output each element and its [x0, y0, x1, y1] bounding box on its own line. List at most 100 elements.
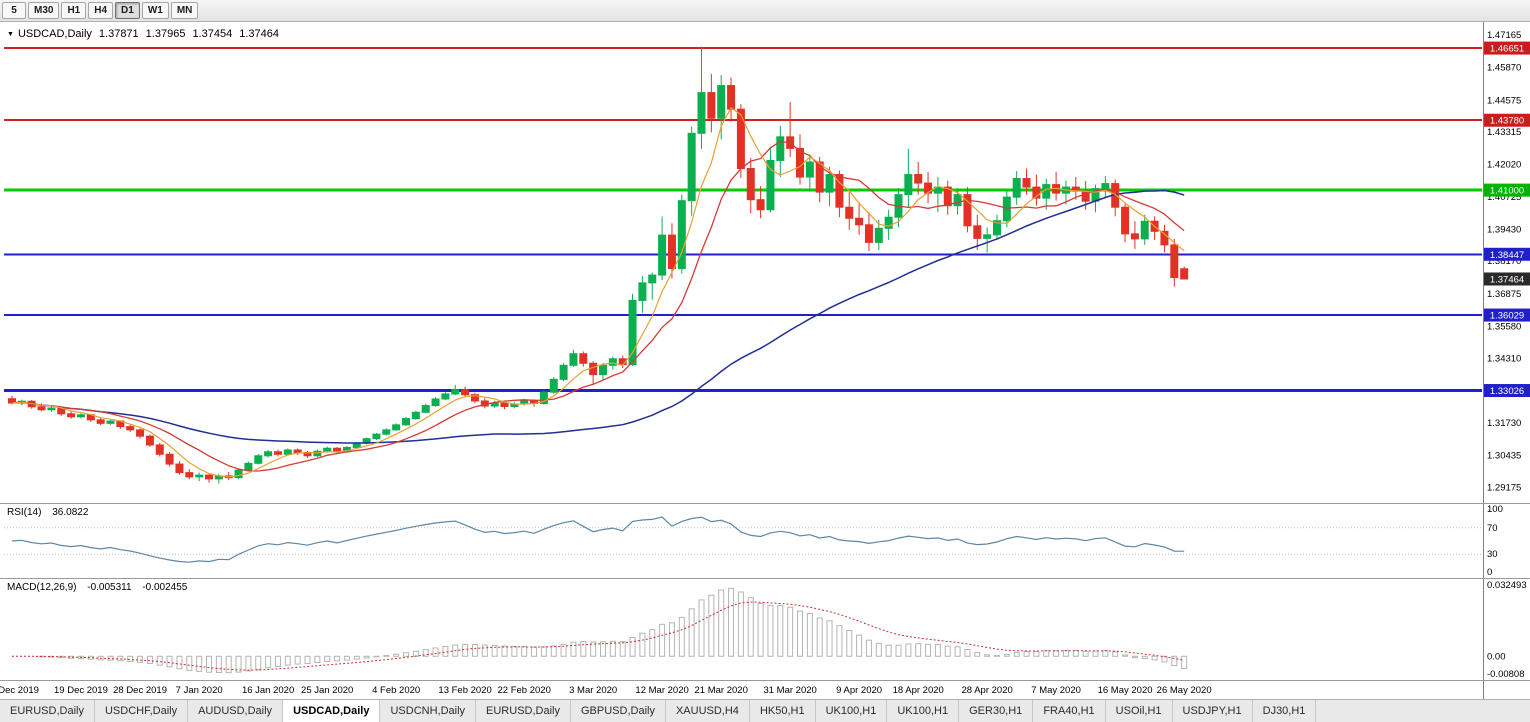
price-line-badge: 1.46651: [1484, 41, 1530, 55]
chart-tab-audusd-daily[interactable]: AUDUSD,Daily: [188, 700, 284, 722]
candle-down: [845, 192, 854, 230]
panel-divider: [0, 680, 1530, 681]
svg-text:1.41000: 1.41000: [1490, 186, 1524, 197]
price-scale-label: 1.29175: [1487, 482, 1521, 493]
macd-bar: [186, 655, 193, 671]
macd-bar: [806, 613, 813, 657]
price-scale-label: 1.42020: [1487, 159, 1521, 170]
candle-up: [559, 363, 568, 382]
chart-tab-gbpusd-daily[interactable]: GBPUSD,Daily: [571, 700, 666, 722]
macd-bar: [58, 655, 65, 659]
chart-tab-eurusd-daily[interactable]: EURUSD,Daily: [0, 700, 95, 722]
chart-tab-usoil-h1[interactable]: USOil,H1: [1106, 700, 1173, 722]
candle-down: [1130, 221, 1139, 249]
timeframe-button-H4[interactable]: H4: [88, 2, 114, 19]
macd-bar: [934, 644, 941, 657]
chart-tab-fra40-h1[interactable]: FRA40,H1: [1033, 700, 1106, 722]
price-scale-label: 1.45870: [1487, 63, 1521, 74]
chart-tab-usdcnh-daily[interactable]: USDCNH,Daily: [380, 700, 477, 722]
macd-panel[interactable]: 0.032493 0.00 -0.00808 MACD(12,26,9) -0.00…: [0, 579, 1530, 680]
rsi-axis-bg[interactable]: [1484, 504, 1530, 578]
chart-tab-usdjpy-h1[interactable]: USDJPY,H1: [1173, 700, 1253, 722]
candle-up: [1012, 171, 1021, 205]
candle-up: [372, 432, 381, 440]
macd-bar: [550, 645, 557, 657]
macd-bar: [944, 645, 951, 657]
chart-tab-hk50-h1[interactable]: HK50,H1: [750, 700, 816, 722]
date-label: 9 Apr 2020: [836, 685, 882, 696]
candle-up: [599, 363, 607, 381]
svg-text:1.37464: 1.37464: [1490, 274, 1524, 285]
macd-bar: [1043, 650, 1050, 657]
chart-tab-ger30-h1[interactable]: GER30,H1: [959, 700, 1034, 722]
macd-bar: [1003, 654, 1010, 657]
macd-axis-bg[interactable]: [1484, 579, 1530, 680]
timeframe-button-M30[interactable]: M30: [28, 2, 60, 19]
date-label: 18 Apr 2020: [893, 685, 944, 696]
macd-bar: [1131, 655, 1138, 659]
macd-bar: [1181, 655, 1188, 670]
chart-tab-xauusd-h4[interactable]: XAUUSD,H4: [666, 700, 750, 722]
candle-up: [697, 46, 706, 149]
chart-tab-dj30-h1[interactable]: DJ30,H1: [1253, 700, 1317, 722]
macd-bar: [1122, 654, 1129, 657]
main-chart-canvas[interactable]: 1.47165 1.45870 1.44575 1.43315 1.42020 1.407…: [0, 22, 1530, 503]
macd-canvas[interactable]: 0.032493 0.00 -0.00808: [0, 579, 1530, 680]
candle-up: [884, 209, 893, 240]
macd-bar: [1023, 651, 1030, 657]
macd-bar: [274, 655, 281, 667]
macd-bar: [1053, 650, 1060, 657]
candle-up: [687, 126, 696, 216]
time-axis[interactable]: 10 Dec 2019 19 Dec 2019 28 Dec 2019 7 Jan 2…: [0, 681, 1530, 699]
timeframe-button-D1[interactable]: D1: [115, 2, 140, 19]
candle-up: [234, 468, 243, 480]
candle-up: [1091, 184, 1100, 213]
rsi-panel[interactable]: 100 70 30 0 RSI(14) 36.0822: [0, 504, 1530, 578]
macd-bar: [728, 587, 735, 657]
candle-up: [904, 148, 913, 208]
chart-tab-uk100-h1[interactable]: UK100,H1: [887, 700, 960, 722]
chart-high-value: 1.37965: [145, 28, 186, 40]
rsi-scale-label: 0: [1487, 567, 1492, 578]
price-scale-label: 1.43315: [1487, 127, 1521, 138]
date-label: 7 May 2020: [1031, 685, 1081, 696]
chart-tab-usdcad-daily[interactable]: USDCAD,Daily: [283, 700, 381, 722]
macd-bar: [1013, 652, 1020, 657]
macd-header: MACD(12,26,9) -0.005311 -0.002455: [7, 582, 195, 593]
candle-up: [283, 448, 292, 456]
panel-divider: [0, 578, 1530, 579]
chart-tab-usdchf-daily[interactable]: USDCHF,Daily: [95, 700, 189, 722]
price-line-badge: 1.43780: [1484, 113, 1530, 127]
main-chart-panel[interactable]: 1.47165 1.45870 1.44575 1.43315 1.42020 1.407…: [0, 22, 1530, 503]
macd-bar: [176, 655, 183, 670]
macd-bar: [688, 608, 695, 657]
candle-down: [1032, 174, 1041, 206]
macd-bar: [324, 655, 331, 663]
candle-down: [973, 214, 982, 250]
timeframe-button-W1[interactable]: W1: [141, 2, 169, 19]
candle-up: [244, 461, 253, 472]
rsi-canvas[interactable]: 100 70 30 0: [0, 504, 1530, 578]
chart-tab-eurusd-daily[interactable]: EURUSD,Daily: [476, 700, 571, 722]
date-label: 16 Jan 2020: [242, 685, 294, 696]
macd-bar: [265, 655, 272, 669]
macd-bar: [452, 644, 459, 657]
candle-down: [185, 469, 194, 480]
timeframe-button-H1[interactable]: H1: [61, 2, 87, 19]
price-scale-label: 1.38170: [1487, 256, 1521, 267]
svg-text:1.38447: 1.38447: [1490, 250, 1524, 261]
timeframe-button-MN[interactable]: MN: [170, 2, 199, 19]
candle-down: [145, 434, 154, 447]
chart-marker-icon: ▼: [7, 30, 14, 38]
date-label: 4 Feb 2020: [372, 685, 420, 696]
svg-text:1.36029: 1.36029: [1490, 311, 1524, 322]
date-label: 3 Mar 2020: [569, 685, 617, 696]
macd-bar: [826, 620, 833, 657]
price-axis-bg[interactable]: [1484, 22, 1530, 503]
candle-down: [96, 417, 105, 426]
macd-bar: [343, 655, 350, 661]
candle-down: [855, 202, 864, 235]
price-line-badge: 1.38447: [1484, 247, 1530, 261]
timeframe-button-5[interactable]: 5: [2, 2, 26, 19]
chart-tab-uk100-h1[interactable]: UK100,H1: [816, 700, 888, 722]
